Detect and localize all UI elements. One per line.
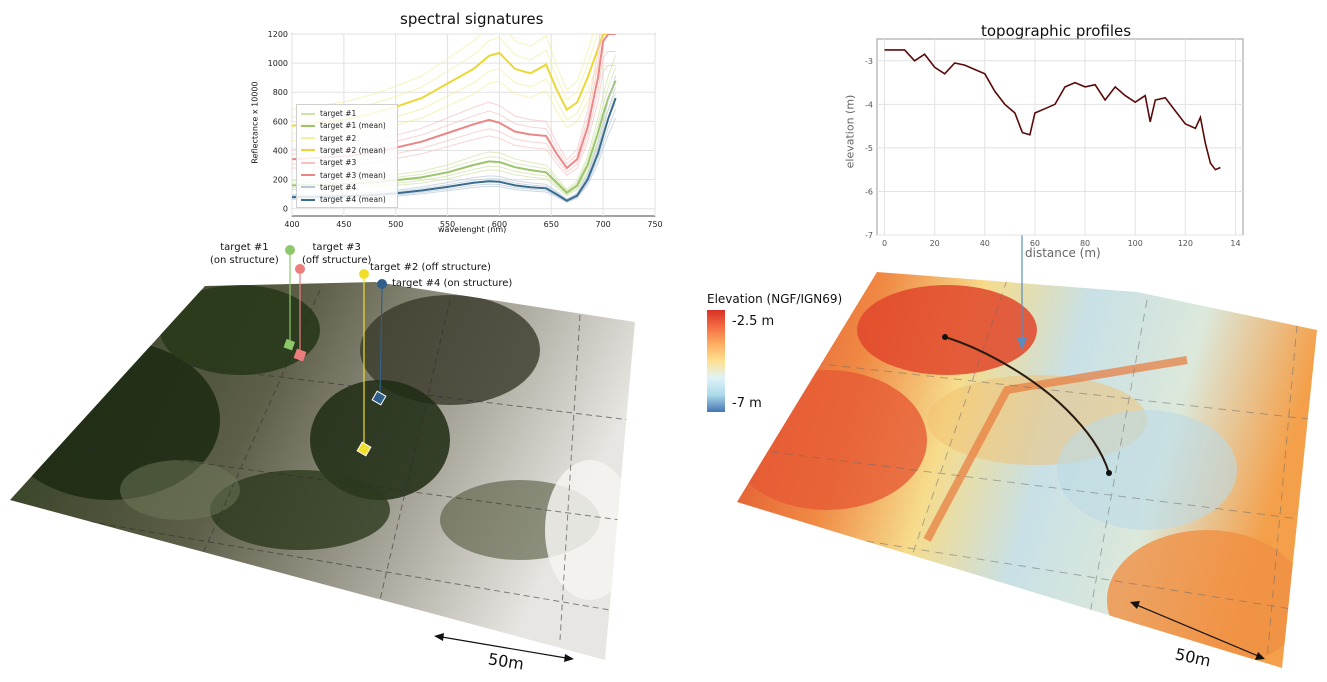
legend-entry: target #3 [301,157,356,168]
spectral-chart-title: spectral signatures [400,10,544,28]
legend-label: target #1 (mean) [320,121,386,131]
legend-entry: target #1 [301,108,356,119]
x-tick-label: 80 [1080,239,1090,248]
topo-ylabel: elevation (m) [843,94,857,169]
elevation-colorbar [707,310,725,412]
x-tick-label: 120 [1178,239,1193,248]
vegetation-patches [10,285,635,600]
x-tick-label: 0 [882,239,887,248]
y-tick-label: 1200 [268,30,288,39]
y-tick-label: 200 [273,176,288,185]
topo-xlabel: distance (m) [1025,246,1101,260]
target-4-label: target #4 (on structure) [392,278,513,289]
elevation-grid [756,279,1317,661]
legend-entry: target #4 [301,182,356,193]
legend-swatch [301,161,315,164]
target-4-pin [377,279,387,289]
y-tick-label: -7 [865,231,873,240]
spectral-ylabel: Reflectance x 10000 [250,81,260,164]
scale-arrow-left-start [434,633,444,641]
legend-entry: target #1 (mean) [301,120,386,131]
x-tick-label: 40 [980,239,990,248]
elevation-legend-title: Elevation (NGF/IGN69) [707,292,843,306]
target-2-pin [359,269,369,279]
y-tick-label: 1000 [268,59,288,68]
x-tick-label: 750 [647,220,662,229]
y-tick-label: -4 [865,100,873,109]
topo-chart-title: topographic profiles [981,22,1132,40]
elevation-legend-min: -7 m [732,396,762,411]
legend-label: target #4 [320,182,357,192]
profile-track-start [942,334,948,340]
legend-entry: target #2 [301,133,356,144]
x-tick-label: 100 [1128,239,1143,248]
series-line-target-2-sample-2 [292,34,599,118]
x-tick-label: 600 [492,220,507,229]
scale-bar-left [435,635,573,660]
scale-arrow-left-end [564,654,574,662]
x-tick-label: 450 [336,220,351,229]
topo-chart: 0 20 40 60 80 100 120 14 -3 -4 -5 -6 -7 [865,38,1244,248]
legend-label: target #4 (mean) [320,195,386,205]
profile-track [944,336,1110,474]
legend-label: target #2 [320,133,357,143]
target-3-label: target #3 (off structure) [302,242,372,266]
target-1-pin [285,245,295,255]
scale-arrow-right-end [1255,652,1265,660]
y-tick-label: 600 [273,117,288,126]
x-tick-label: 60 [1030,239,1040,248]
y-tick-label: 400 [273,146,288,155]
y-tick-label: -5 [865,144,873,153]
y-tick-label: 0 [283,205,288,214]
x-tick-label: 650 [544,220,559,229]
legend-swatch [301,149,315,152]
series-line-profile [884,49,1221,171]
profile-track-end [1106,470,1112,476]
x-tick-label: 400 [284,220,299,229]
legend-entry: target #4 (mean) [301,194,386,205]
target-1-label: target #1 (on structure) [210,242,279,266]
target-3-pin [295,264,305,274]
legend-swatch [301,137,315,140]
y-tick-label: 800 [273,88,288,97]
legend-label: target #2 (mean) [320,145,386,155]
y-tick-label: -6 [865,187,873,196]
orthophoto-scene [10,245,635,662]
plot-area [876,38,1244,236]
legend-entry: target #3 (mean) [301,170,386,181]
series-line-target-2-sample-3 [292,34,594,110]
x-tick-label: 14 [1230,239,1240,248]
legend-label: target #1 [320,109,357,118]
legend-swatch [301,112,315,115]
legend-entry: target #2 (mean) [301,145,386,156]
spectral-xlabel: wavelenght (nm) [438,225,507,234]
y-tick-label: -3 [865,57,873,66]
x-tick-label: 20 [930,239,940,248]
elevation-scene [737,272,1317,668]
scale-arrow-right-start [1130,601,1140,609]
target-pins [283,245,387,457]
x-tick-label: 700 [596,220,611,229]
legend-swatch [301,186,315,189]
series-group [884,49,1221,171]
ground-grid [29,289,631,641]
legend-swatch [301,174,315,176]
spectral-legend: target #1 target #1 (mean) target #2 target… [296,104,398,208]
scale-bar-right [1131,602,1264,659]
legend-label: target #3 (mean) [320,170,386,180]
legend-swatch [301,198,315,201]
x-tick-label: 550 [440,220,455,229]
legend-label: target #3 [320,158,357,168]
elevation-features [737,285,1307,668]
elevation-legend-max: -2.5 m [732,314,775,329]
legend-swatch [301,124,315,127]
target-2-label: target #2 (off structure) [370,262,491,273]
x-tick-label: 500 [388,220,403,229]
